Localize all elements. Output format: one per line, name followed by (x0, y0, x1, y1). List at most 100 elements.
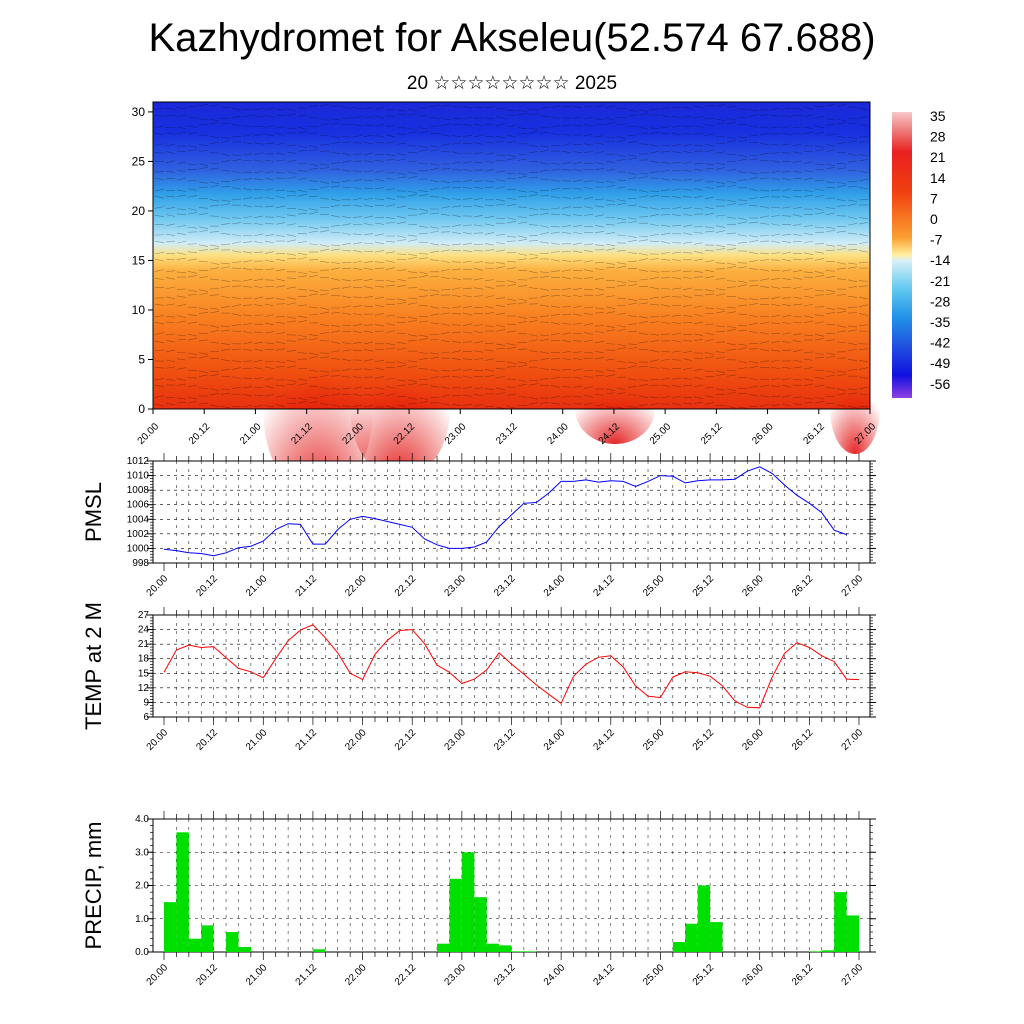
temp-y-tick-label: 21 (138, 639, 150, 650)
pmsl-y-tick-label: 1012 (127, 456, 150, 467)
precip-x-tick-label: 23.00 (443, 962, 469, 988)
pmsl-x-tick-label: 20.12 (194, 573, 220, 599)
precip-bar (834, 892, 847, 952)
precip-x-tick-label: 24.12 (591, 962, 617, 988)
pmsl-x-tick-label: 24.00 (542, 573, 568, 599)
colorbar-label: 35 (930, 108, 946, 124)
precip-bar (238, 947, 251, 952)
colorbar-label: -49 (930, 355, 950, 371)
wind-streaks (154, 130, 869, 140)
temp-x-tick-label: 25.00 (641, 727, 667, 753)
heatmap-y-tick-label: 20 (132, 204, 146, 218)
precip-bar (312, 949, 326, 952)
colorbar-label: -7 (930, 232, 943, 248)
wind-streaks (154, 355, 869, 365)
wind-streaks (154, 400, 868, 410)
precip-bar (511, 951, 524, 952)
heatmap-x-tick-label: 26.12 (801, 421, 827, 447)
pmsl-x-tick-label: 23.00 (443, 573, 469, 599)
heatmap-x-tick-label: 21.00 (238, 421, 264, 447)
temp-y-tick-label: 24 (138, 625, 150, 636)
pmsl-chart: 998 1000 1002 1004 1006 1008 1010 1012 20.00 20.1… (81, 453, 876, 599)
precip-x-tick-label: 26.12 (790, 962, 816, 988)
heatmap-x-tick-label: 25.00 (648, 421, 674, 447)
wind-streaks (154, 229, 869, 239)
pmsl-x-tick-label: 26.00 (740, 573, 766, 599)
pmsl-x-tick-label: 21.12 (294, 573, 320, 599)
colorbar-label: -42 (930, 335, 950, 351)
precip-x-tick-label: 20.12 (194, 962, 220, 988)
pmsl-series-line (163, 466, 847, 557)
pmsl-x-tick-label: 24.12 (591, 573, 617, 599)
pmsl-y-tick-label: 1008 (127, 485, 150, 496)
wind-streaks (154, 364, 869, 374)
precip-bar (188, 938, 202, 952)
precip-x-tick-label: 21.12 (294, 962, 320, 988)
temp-x-tick-label: 24.12 (591, 727, 617, 753)
temp-x-tick-label: 26.12 (790, 727, 816, 753)
wind-streaks (154, 139, 869, 149)
colorbar-label: 0 (930, 211, 938, 227)
pmsl-x-tick-label: 27.00 (840, 573, 866, 599)
heatmap-x-tick-label: 25.12 (699, 421, 725, 447)
pmsl-x-tick-label: 26.12 (790, 573, 816, 599)
heatmap-x-tick-label: 26.00 (750, 421, 776, 447)
precip-bar (821, 950, 835, 952)
wind-streaks (154, 121, 869, 131)
wind-streaks (154, 346, 869, 356)
wind-streaks (154, 292, 869, 302)
precip-x-tick-label: 20.00 (145, 962, 171, 988)
precip-y-tick-label: 4.0 (135, 814, 149, 825)
precip-bar (474, 897, 487, 952)
pmsl-y-tick-label: 1002 (127, 529, 150, 540)
precip-bar (449, 878, 462, 952)
chart-title: Kazhydromet for Akseleu(52.574 67.688) (148, 16, 876, 60)
precip-bar (523, 951, 537, 952)
pmsl-x-tick-label: 22.00 (343, 573, 369, 599)
precip-bar (697, 885, 711, 952)
temp-x-tick-label: 23.12 (492, 727, 518, 753)
wind-streaks (154, 175, 869, 185)
wind-streaks (154, 148, 869, 158)
precip-y-label: PRECIP, mm (81, 822, 106, 950)
precip-x-tick-label: 25.12 (691, 962, 717, 988)
wind-streaks (154, 274, 869, 284)
temp-x-tick-label: 20.12 (194, 727, 220, 753)
temp-x-tick-label: 20.00 (145, 727, 171, 753)
temp-x-tick-label: 22.00 (343, 727, 369, 753)
heatmap-field (153, 102, 870, 409)
wind-streaks (154, 319, 869, 329)
heatmap-y-tick-label: 10 (132, 303, 146, 317)
pmsl-x-tick-label: 25.12 (691, 573, 717, 599)
wind-streaks (154, 193, 869, 203)
pmsl-y-tick-label: 1004 (127, 514, 150, 525)
precip-bar (846, 915, 859, 952)
colorbar-label: 14 (930, 170, 946, 186)
wind-barbs (154, 103, 869, 410)
temp-y-label: TEMP at 2 M (81, 602, 106, 730)
wind-streaks (154, 184, 869, 194)
precip-x-tick-label: 24.00 (542, 962, 568, 988)
colorbar-label: 21 (930, 149, 946, 165)
heatmap-y-tick-label: 25 (132, 154, 146, 168)
temp-x-tick-label: 21.00 (244, 727, 270, 753)
pmsl-y-tick-label: 1000 (127, 543, 150, 554)
temp-y-tick-label: 12 (138, 683, 150, 694)
precip-x-tick-label: 22.12 (393, 962, 419, 988)
colorbar-label: -21 (930, 273, 950, 289)
pmsl-x-tick-label: 25.00 (641, 573, 667, 599)
precip-x-tick-label: 21.00 (244, 962, 270, 988)
wind-streaks (154, 391, 869, 401)
temp-x-tick-label: 21.12 (294, 727, 320, 753)
heatmap-x-tick-label: 23.12 (494, 421, 520, 447)
precip-x-tick-label: 22.00 (343, 962, 369, 988)
wind-streaks (154, 310, 869, 320)
precip-bar (164, 902, 177, 952)
wind-streaks (154, 202, 869, 212)
precip-y-tick-label: 0.0 (135, 947, 149, 958)
precip-chart: 0.0 1.0 2.0 3.0 4.0 20.00 20.12 21.00 21.12 22.00… (81, 811, 876, 988)
colorbar-label: -28 (930, 293, 950, 309)
temp-x-tick-label: 27.00 (840, 727, 866, 753)
precip-x-tick-label: 27.00 (840, 962, 866, 988)
